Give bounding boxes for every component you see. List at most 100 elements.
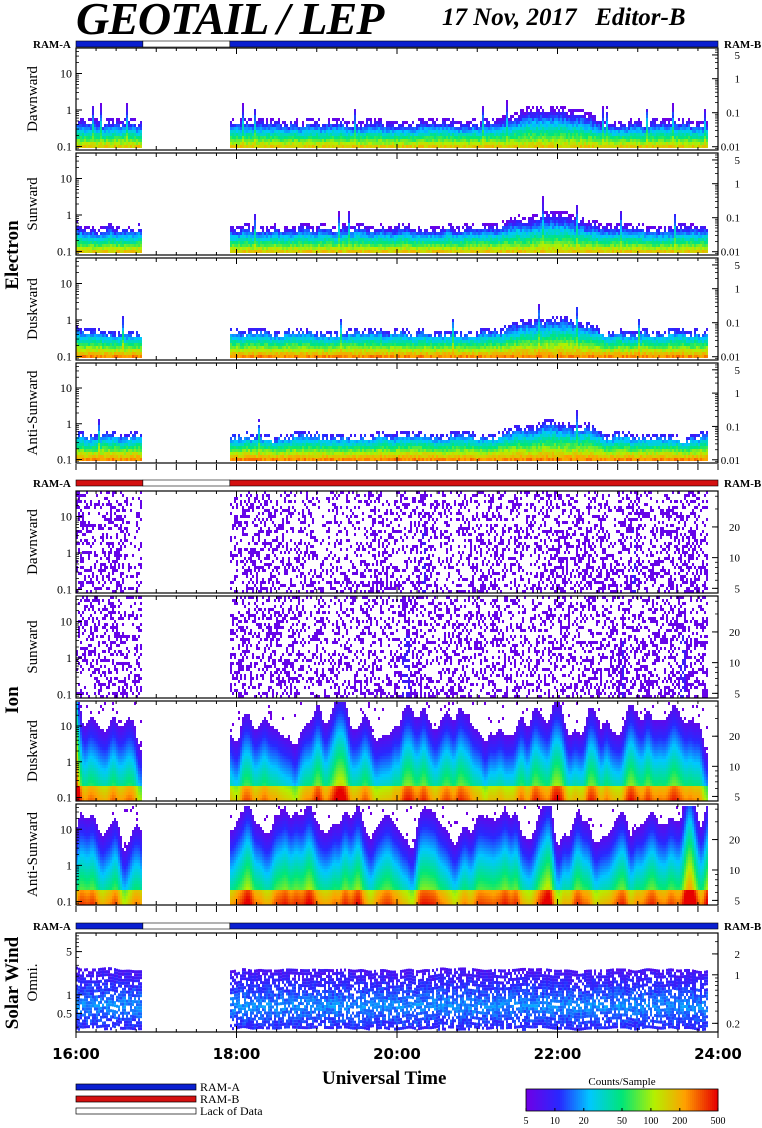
direction-label: Dawnward: [25, 509, 41, 575]
direction-label: Duskward: [25, 720, 41, 782]
ram-segment: [143, 41, 230, 47]
right-tick-label: 0.1: [726, 421, 740, 433]
left-tick-label: 10: [60, 277, 72, 291]
right-tick-label: 5: [735, 895, 741, 907]
left-tick-label: 10: [60, 510, 72, 524]
x-axis-title: Universal Time: [322, 1068, 446, 1090]
separator-ticks: [76, 464, 718, 470]
right-tick-label: 0.01: [721, 455, 740, 467]
right-tick-label: 1: [735, 179, 741, 191]
left-tick-label: 0.1: [57, 582, 72, 596]
ram-a-label: RAM-A: [33, 39, 71, 51]
left-tick-label: 1: [66, 858, 72, 872]
right-tick-label: 5: [735, 365, 741, 377]
right-tick-label: 20: [729, 731, 741, 743]
left-tick-label: 10: [60, 719, 72, 733]
right-tick-label: 10: [729, 658, 741, 670]
direction-label: Anti-Sunward: [25, 812, 41, 897]
right-tick-label: 0.1: [726, 318, 740, 330]
right-tick-label: 10: [729, 761, 741, 773]
left-tick-label: 0.1: [57, 791, 72, 805]
direction-label: Dawnward: [25, 66, 41, 132]
left-tick-label: 0.1: [57, 139, 72, 153]
right-tick-label: 20: [729, 522, 741, 534]
direction-label: Sunward: [25, 620, 41, 674]
x-tick-label: 22:00: [534, 1045, 582, 1063]
right-tick-label: 20: [729, 835, 741, 847]
group-label: Ion: [2, 686, 23, 714]
left-tick-label: 1: [66, 417, 72, 431]
ram-segment: [76, 923, 143, 929]
right-tick-label: 5: [735, 688, 741, 700]
ram-segment: [230, 923, 718, 929]
x-tick-label: 20:00: [373, 1045, 421, 1063]
right-tick-label: 10: [729, 553, 741, 565]
left-tick-label: 10: [60, 615, 72, 629]
right-tick-label: 0.01: [721, 142, 740, 154]
left-tick-label: 10: [60, 381, 72, 395]
group-label: Electron: [2, 220, 23, 290]
left-tick-label: 0.5: [57, 1006, 72, 1020]
left-tick-label: 0.1: [57, 244, 72, 258]
right-tick-label: 0.01: [721, 247, 740, 259]
colorbar-tick-label: 10: [550, 1116, 560, 1127]
colorbar-tick-label: 200: [672, 1116, 687, 1127]
right-tick-label: 5: [735, 583, 741, 595]
ram-segment: [143, 923, 230, 929]
left-tick-label: 1: [66, 651, 72, 665]
ram-a-label: RAM-A: [33, 921, 71, 933]
mode-legend-swatch: [76, 1096, 196, 1102]
direction-label: Omni.: [25, 964, 41, 1002]
left-tick-label: 1: [66, 988, 72, 1002]
right-tick-label: 20: [729, 627, 741, 639]
colorbar-tick-label: 500: [711, 1116, 726, 1127]
mode-legend-swatch: [76, 1108, 196, 1114]
ram-segment: [76, 41, 143, 47]
ram-segment: [230, 41, 718, 47]
left-tick-label: 1: [66, 103, 72, 117]
left-tick-label: 1: [66, 208, 72, 222]
right-tick-label: 1: [735, 970, 741, 982]
ram-b-label: RAM-B: [724, 39, 762, 51]
mode-legend-label: Lack of Data: [200, 1104, 263, 1118]
spectrogram-panel-5: 10 1 0.1 20 10 5 Sunward: [25, 596, 741, 701]
right-tick-label: 0.1: [726, 108, 740, 120]
colorbar-tick-label: 100: [643, 1116, 658, 1127]
left-tick-label: 1: [66, 755, 72, 769]
right-tick-label: 5: [735, 155, 741, 167]
right-tick-label: 0.01: [721, 352, 740, 364]
ram-b-label: RAM-B: [724, 478, 762, 490]
left-tick-label: 0.1: [57, 894, 72, 908]
left-tick-label: 10: [60, 67, 72, 81]
ram-segment: [230, 480, 718, 486]
right-tick-label: 0.1: [726, 213, 740, 225]
right-tick-label: 0.2: [726, 1018, 740, 1030]
colorbar-tick-label: 20: [579, 1116, 589, 1127]
ram-segment: [143, 480, 230, 486]
colorbar-tick-label: 5: [524, 1116, 529, 1127]
right-tick-label: 5: [735, 791, 741, 803]
left-tick-label: 0.1: [57, 453, 72, 467]
left-tick-label: 10: [60, 172, 72, 186]
right-tick-label: 5: [735, 260, 741, 272]
mode-legend-swatch: [76, 1084, 196, 1090]
left-tick-label: 0.1: [57, 687, 72, 701]
direction-label: Sunward: [25, 177, 41, 231]
ram-b-label: RAM-B: [724, 921, 762, 933]
x-tick-label: 18:00: [213, 1045, 261, 1063]
colorbar-tick-label: 50: [617, 1116, 627, 1127]
ram-segment: [76, 480, 143, 486]
right-tick-label: 1: [735, 388, 741, 400]
left-tick-label: 0.1: [57, 349, 72, 363]
group-label: Solar Wind: [2, 936, 23, 1029]
right-tick-label: 5: [735, 50, 741, 62]
direction-label: Duskward: [25, 278, 41, 340]
spectrogram-panel-6: 10 1 0.1 20 10 5 Duskward: [25, 701, 741, 805]
